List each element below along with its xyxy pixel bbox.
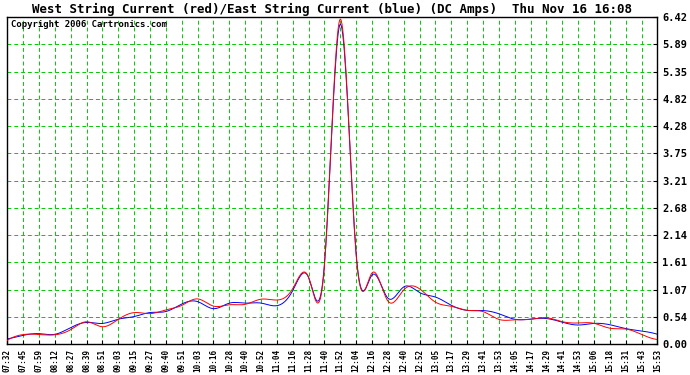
Title: West String Current (red)/East String Current (blue) (DC Amps)  Thu Nov 16 16:08: West String Current (red)/East String Cu…: [32, 3, 632, 16]
Text: Copyright 2006 Cartronics.com: Copyright 2006 Cartronics.com: [10, 20, 166, 29]
